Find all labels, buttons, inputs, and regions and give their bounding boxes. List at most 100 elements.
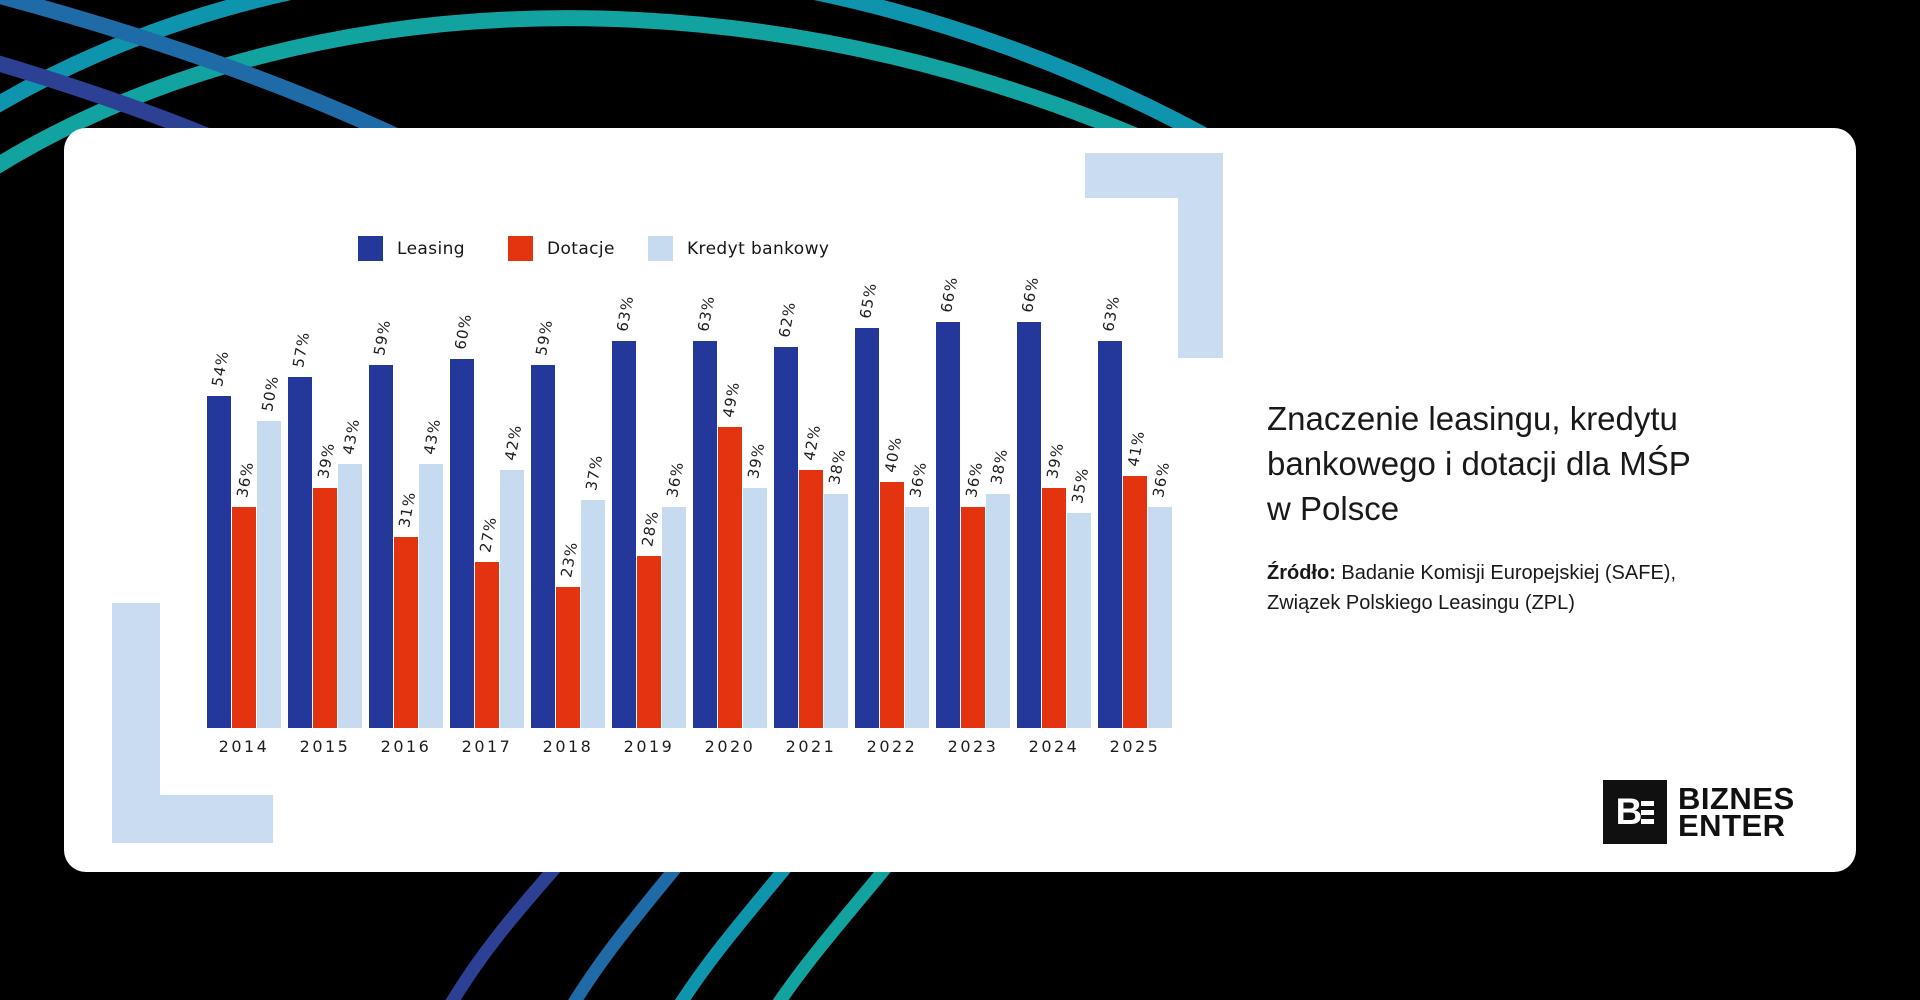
- bar-value-label: 40%: [881, 435, 906, 474]
- bar-column-dotacje-2021: 42%: [799, 128, 825, 728]
- bar-dotacje-2020: [718, 426, 742, 728]
- title-line-1: Znaczenie leasingu, kredytu: [1267, 400, 1678, 437]
- bar-leasing-2024: [1017, 322, 1041, 728]
- bar-dotacje-2023: [961, 506, 985, 728]
- bar-kredyt-bankowy-2022: [905, 506, 929, 728]
- bar-column-kredyt-bankowy-2020: 39%: [743, 128, 769, 728]
- bar-value-label: 35%: [1068, 465, 1093, 505]
- logo-text-line-1: BIZNES: [1678, 781, 1795, 816]
- x-axis-label-2014: 2014: [218, 737, 270, 756]
- source-text: Badanie Komisji Europejskiej (SAFE), Zwi…: [1267, 562, 1677, 614]
- bar-value-label: 36%: [233, 459, 258, 499]
- bar-group-2015: 57% 39% 43% 2015: [288, 128, 364, 756]
- bar-value-label: 38%: [825, 447, 850, 487]
- bar-kredyt-bankowy-2014: [257, 420, 281, 728]
- legend-label-dotacje: Dotacje: [547, 238, 615, 259]
- bar-dotacje-2021: [799, 469, 823, 728]
- arc-bottom-blue: [568, 855, 688, 1000]
- bar-column-leasing-2023: 66%: [936, 128, 961, 728]
- bar-group-2020: 63% 49% 39% 2020: [693, 128, 769, 756]
- bar-value-label: 37%: [582, 453, 607, 493]
- bar-column-dotacje-2016: 31%: [394, 128, 420, 728]
- legend-swatch-dotacje: [508, 236, 533, 261]
- arc-bottom-indigo: [445, 855, 567, 1000]
- bar-column-dotacje-2025: 41%: [1123, 128, 1148, 728]
- legend-item-dotacje: Dotacje: [508, 236, 615, 261]
- bar-value-label: 43%: [339, 416, 364, 456]
- bar-leasing-2017: [450, 359, 474, 728]
- bar-group-2021: 62% 42% 38% 2021: [774, 128, 850, 756]
- bar-value-label: 66%: [1018, 275, 1043, 315]
- bar-dotacje-2025: [1123, 475, 1147, 728]
- bar-value-label: 36%: [906, 459, 931, 499]
- bar-value-label: 39%: [744, 441, 769, 481]
- legend-swatch-kredyt-bankowy: [648, 236, 673, 261]
- legend-item-leasing: Leasing: [358, 236, 465, 261]
- bar-kredyt-bankowy-2016: [419, 463, 443, 728]
- grouped-bar-chart: 54% 36% 50% 2014 57% 39% 43% 2015 59% 31% 43% 2016 6…: [207, 128, 1247, 756]
- corner-decoration-bottom-left-horizontal: [112, 795, 273, 843]
- bar-kredyt-bankowy-2015: [338, 463, 362, 728]
- bar-column-kredyt-bankowy-2023: 38%: [986, 128, 1012, 728]
- x-axis-label-2019: 2019: [623, 737, 675, 756]
- bar-column-dotacje-2024: 39%: [1042, 128, 1067, 728]
- bar-group-2017: 60% 27% 42% 2017: [450, 128, 526, 756]
- bar-leasing-2015: [288, 377, 312, 728]
- bar-column-kredyt-bankowy-2019: 36%: [662, 128, 688, 728]
- bar-column-kredyt-bankowy-2021: 38%: [824, 128, 850, 728]
- bar-value-label: 42%: [800, 422, 825, 462]
- bar-kredyt-bankowy-2017: [500, 469, 524, 728]
- bar-column-kredyt-bankowy-2024: 35%: [1067, 128, 1093, 728]
- arc-bottom-teal-green: [772, 855, 898, 1000]
- x-axis-label-2016: 2016: [380, 737, 432, 756]
- bar-dotacje-2015: [313, 488, 337, 728]
- x-axis-label-2017: 2017: [461, 737, 513, 756]
- legend-label-kredyt-bankowy: Kredyt bankowy: [687, 238, 830, 259]
- bar-kredyt-bankowy-2021: [824, 494, 848, 728]
- bar-column-kredyt-bankowy-2015: 43%: [338, 128, 364, 728]
- bar-column-dotacje-2015: 39%: [313, 128, 339, 728]
- bar-column-dotacje-2018: 23%: [556, 128, 581, 728]
- arc-bottom-teal: [675, 855, 798, 1000]
- bar-group-2024: 66% 39% 35% 2024: [1017, 128, 1093, 756]
- legend-label-leasing: Leasing: [397, 238, 465, 259]
- corner-decoration-top-right-vertical: [1178, 153, 1223, 358]
- bar-leasing-2021: [774, 346, 798, 728]
- bar-leasing-2020: [693, 340, 717, 728]
- bar-column-kredyt-bankowy-2025: 36%: [1148, 128, 1173, 728]
- bar-value-label: 42%: [501, 422, 526, 462]
- bar-value-label: 49%: [719, 379, 744, 419]
- bar-value-label: 27%: [476, 515, 501, 554]
- bar-kredyt-bankowy-2025: [1148, 506, 1172, 728]
- bar-column-leasing-2024: 66%: [1017, 128, 1043, 728]
- bar-column-leasing-2021: 62%: [774, 128, 799, 728]
- page-title: Znaczenie leasingu, kredytu bankowego i …: [1267, 396, 1691, 531]
- bar-value-label: 57%: [289, 330, 314, 370]
- be-logo-icon: B: [1603, 780, 1667, 844]
- bar-value-label: 59%: [370, 318, 395, 358]
- bar-value-label: 65%: [856, 281, 881, 321]
- bar-column-dotacje-2020: 49%: [718, 128, 744, 728]
- bar-value-label: 28%: [638, 508, 663, 548]
- bar-value-label: 36%: [663, 459, 688, 499]
- bar-value-label: 31%: [395, 490, 420, 530]
- bar-dotacje-2014: [232, 506, 256, 728]
- bar-group-2022: 65% 40% 36% 2022: [855, 128, 931, 756]
- bar-value-label: 63%: [694, 293, 719, 333]
- bar-column-leasing-2014: 54%: [207, 128, 232, 728]
- bar-value-label: 38%: [987, 447, 1012, 487]
- bar-kredyt-bankowy-2024: [1067, 512, 1091, 728]
- bar-column-kredyt-bankowy-2014: 50%: [257, 128, 283, 728]
- bar-value-label: 39%: [314, 441, 339, 481]
- bar-column-dotacje-2019: 28%: [637, 128, 663, 728]
- bar-column-kredyt-bankowy-2017: 42%: [500, 128, 526, 728]
- be-logo-letter: B: [1615, 791, 1643, 832]
- legend-item-kredyt-bankowy: Kredyt bankowy: [648, 236, 829, 261]
- bar-dotacje-2018: [556, 586, 580, 728]
- bar-value-label: 50%: [258, 373, 283, 413]
- bar-leasing-2016: [369, 365, 393, 728]
- bar-value-label: 63%: [1099, 293, 1124, 333]
- bar-dotacje-2017: [475, 561, 499, 728]
- be-logo-e-bars-icon: [1641, 800, 1655, 824]
- bar-group-2014: 54% 36% 50% 2014: [207, 128, 283, 756]
